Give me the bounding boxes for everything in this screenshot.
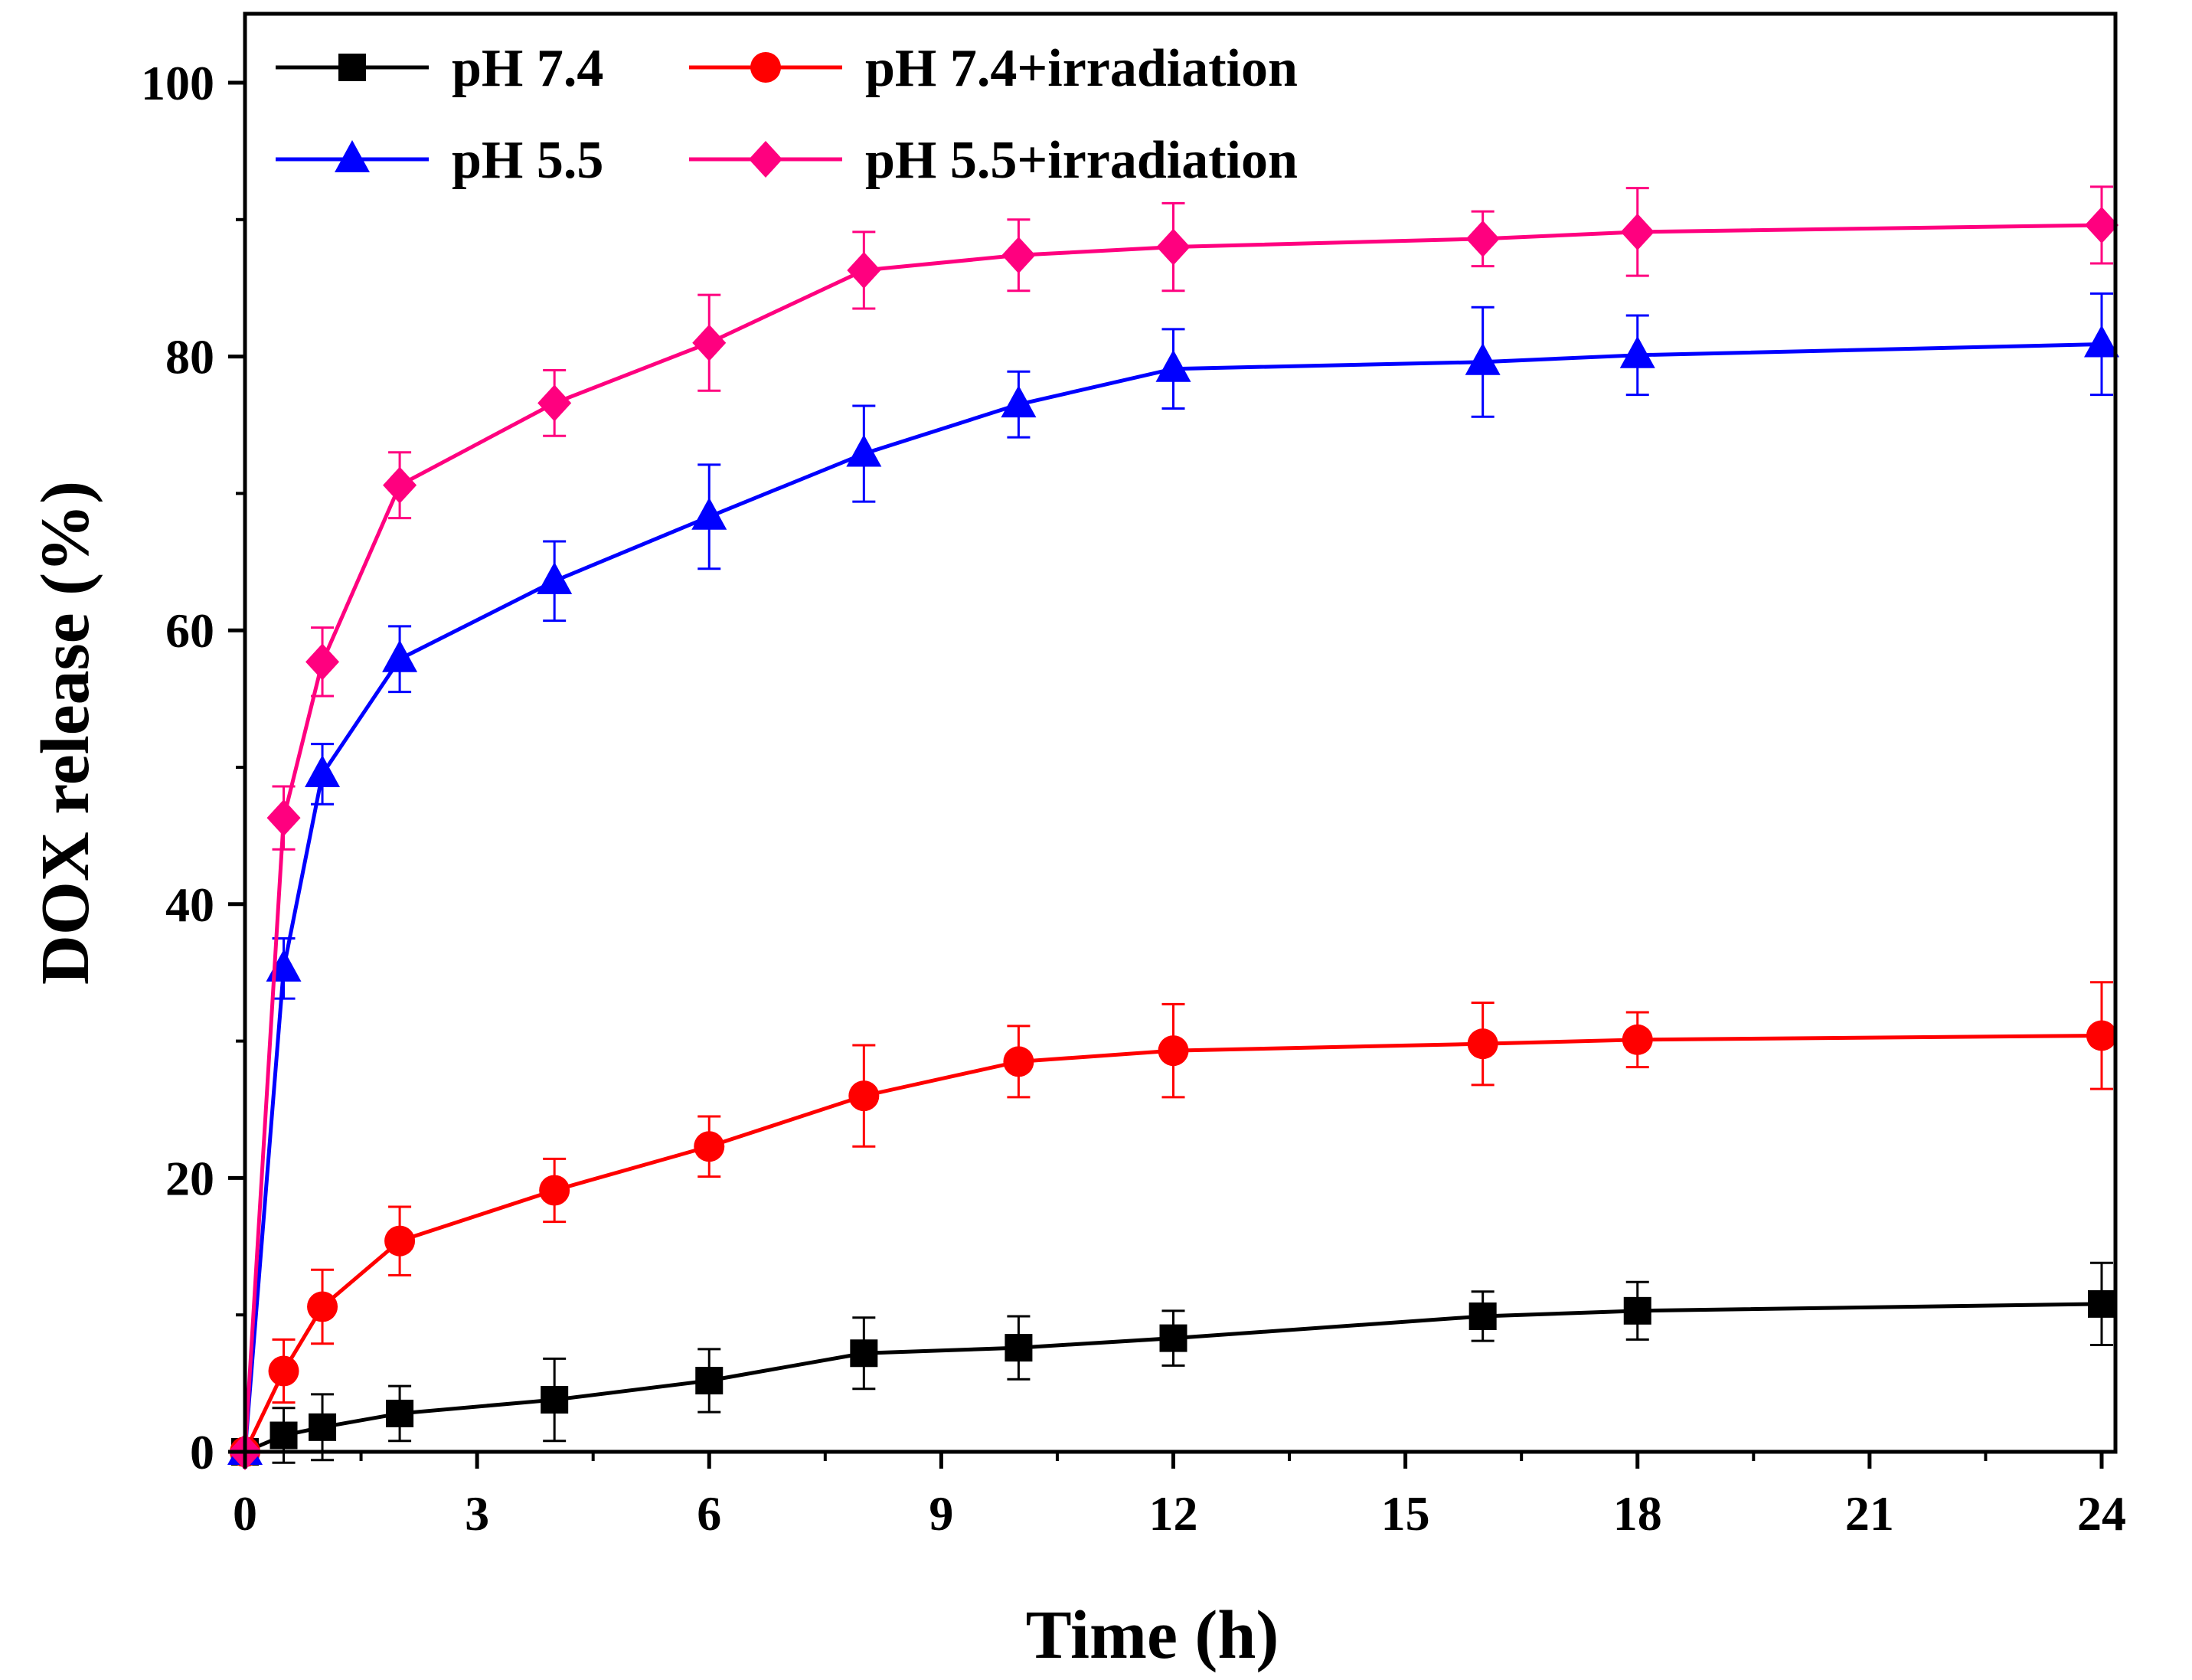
data-point-ph-7-4-irradiation xyxy=(268,1355,299,1387)
data-point-ph-5-5 xyxy=(1155,349,1191,382)
data-point-ph-5-5 xyxy=(846,434,882,467)
x-tick-label: 0 xyxy=(233,1486,257,1541)
data-point-ph-7-4 xyxy=(850,1339,878,1368)
data-point-ph-7-4 xyxy=(2088,1289,2115,1318)
data-point-ph-5-5-irradiation xyxy=(2085,206,2118,244)
data-point-ph-7-4 xyxy=(386,1399,414,1427)
data-point-ph-5-5-irradiation xyxy=(1465,220,1500,257)
y-tick-label: 0 xyxy=(190,1425,214,1479)
data-point-ph-5-5-irradiation xyxy=(692,324,727,361)
legend-item-ph-5-5: pH 5.5 xyxy=(276,131,603,190)
data-point-ph-7-4 xyxy=(1623,1296,1651,1325)
y-tick-label: 40 xyxy=(165,878,214,932)
legend-item-ph-7-4-irradiation: pH 7.4+irradiation xyxy=(689,39,1298,98)
data-point-ph-5-5-irradiation xyxy=(1001,237,1036,274)
y-tick-label: 80 xyxy=(165,330,214,384)
data-point-ph-7-4 xyxy=(695,1367,724,1395)
data-point-ph-7-4 xyxy=(309,1413,337,1441)
data-point-ph-7-4-irradiation xyxy=(307,1291,338,1322)
data-point-ph-7-4-irradiation xyxy=(1158,1035,1189,1067)
x-tick-label: 21 xyxy=(1845,1486,1894,1541)
data-point-ph-5-5-irradiation xyxy=(305,643,340,681)
y-axis-title: DOX release (%) xyxy=(28,481,103,985)
y-axis-ticks: 0 20 40 60 80 100 xyxy=(141,56,245,1479)
legend-label: pH 5.5 xyxy=(452,131,603,190)
data-point-ph-5-5 xyxy=(382,639,418,672)
legend-marker xyxy=(750,52,781,83)
y-tick-label: 100 xyxy=(141,56,214,110)
series-ph-5-5 xyxy=(227,292,2119,1465)
data-point-ph-7-4 xyxy=(1159,1324,1187,1352)
x-axis-title: Time (h) xyxy=(1026,1597,1279,1673)
x-tick-label: 24 xyxy=(2077,1486,2126,1541)
data-point-ph-5-5-irradiation xyxy=(847,251,881,289)
x-tick-label: 12 xyxy=(1149,1486,1198,1541)
data-point-ph-5-5-irradiation xyxy=(1620,213,1655,250)
data-point-ph-5-5 xyxy=(691,497,727,530)
data-point-ph-5-5 xyxy=(2084,325,2119,358)
data-point-ph-7-4-irradiation xyxy=(2086,1020,2117,1051)
x-axis-ticks: 0 3 6 9 12 15 18 21 24 xyxy=(233,1452,2126,1541)
y-tick-label: 60 xyxy=(165,603,214,658)
legend-marker xyxy=(749,141,782,178)
legend-label: pH 5.5+irradiation xyxy=(865,131,1298,190)
x-tick-label: 3 xyxy=(465,1486,489,1541)
data-point-ph-5-5-irradiation xyxy=(1156,228,1191,266)
legend-marker xyxy=(338,54,366,81)
data-point-ph-5-5 xyxy=(537,561,573,594)
legend-item-ph-5-5-irradiation: pH 5.5+irradiation xyxy=(689,131,1298,190)
data-point-ph-7-4 xyxy=(270,1421,298,1450)
data-point-ph-7-4 xyxy=(1005,1334,1033,1362)
data-point-ph-7-4-irradiation xyxy=(384,1225,416,1257)
series-line-ph-5-5-irradiation xyxy=(243,223,2102,1453)
series-line-ph-5-5 xyxy=(243,342,2102,1453)
data-point-ph-5-5-irradiation xyxy=(383,466,417,504)
data-point-ph-7-4-irradiation xyxy=(694,1131,725,1162)
legend-label: pH 7.4+irradiation xyxy=(865,39,1298,98)
y-tick-label: 20 xyxy=(165,1151,214,1205)
data-point-ph-7-4-irradiation xyxy=(1467,1028,1498,1060)
legend-label: pH 7.4 xyxy=(452,39,603,98)
data-point-ph-5-5 xyxy=(1001,385,1037,418)
x-tick-label: 6 xyxy=(697,1486,721,1541)
legend: pH 7.4 pH 7.4+irradiation pH 5.5 pH 5.5+irr… xyxy=(276,39,1298,190)
legend-item-ph-7-4: pH 7.4 xyxy=(276,39,603,98)
plot-frame xyxy=(243,11,2118,1454)
data-point-ph-7-4 xyxy=(1468,1302,1497,1330)
data-point-ph-5-5 xyxy=(1619,335,1655,368)
x-tick-label: 9 xyxy=(929,1486,953,1541)
data-point-ph-5-5-irradiation xyxy=(266,799,301,837)
data-point-ph-7-4-irradiation xyxy=(1622,1024,1653,1055)
x-tick-label: 18 xyxy=(1613,1486,1662,1541)
plot-series xyxy=(227,185,2119,1470)
data-point-ph-5-5-irradiation xyxy=(537,384,572,422)
data-point-ph-7-4 xyxy=(541,1386,569,1414)
legend-marker xyxy=(335,140,370,172)
data-point-ph-7-4-irradiation xyxy=(848,1080,880,1112)
series-ph-7-4 xyxy=(231,1261,2115,1466)
data-point-ph-7-4-irradiation xyxy=(539,1175,570,1206)
data-point-ph-5-5 xyxy=(1465,342,1501,375)
data-point-ph-5-5 xyxy=(305,754,341,787)
series-ph-7-4-irradiation xyxy=(230,981,2117,1467)
series-ph-5-5-irradiation xyxy=(228,185,2118,1470)
data-point-ph-5-5 xyxy=(266,949,302,982)
data-point-ph-7-4-irradiation xyxy=(1003,1046,1034,1077)
x-tick-label: 15 xyxy=(1381,1486,1430,1541)
